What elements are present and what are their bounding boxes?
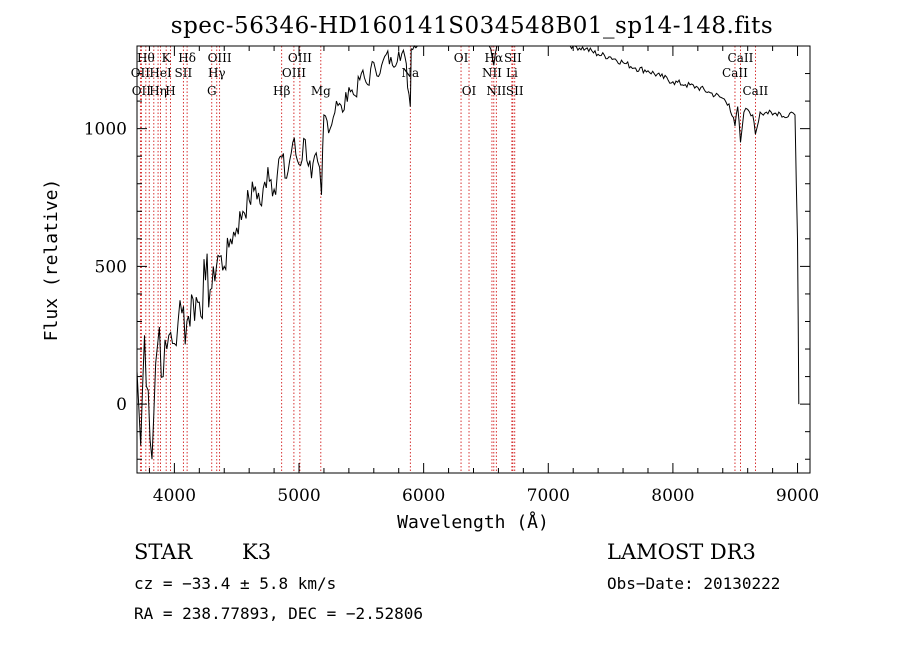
spectral-line-labels: OIIOIIHθHηHeIKHSIIHδGHγOIIIHβOIIIOIIIMgN… [131, 51, 769, 98]
line-label: Hα [485, 51, 504, 65]
redshift-velocity: cz = −33.4 ± 5.8 km/s [134, 574, 336, 593]
y-axis-label: Flux (relative) [41, 179, 62, 342]
line-label: OII [131, 66, 151, 80]
x-axis-label: Wavelength (Å) [397, 511, 549, 533]
object-subclass: K3 [242, 540, 271, 564]
line-label: CaII [722, 66, 748, 80]
plot-frame [136, 45, 811, 474]
y-tick-label: 1000 [84, 120, 127, 140]
line-label: CaII [728, 51, 754, 65]
line-label: NII [482, 66, 502, 80]
coordinates: RA = 238.77893, DEC = −2.52806 [134, 604, 423, 623]
x-tick-label: 7000 [527, 486, 570, 506]
x-tick-label: 4000 [153, 486, 196, 506]
line-label: SII [504, 51, 522, 65]
line-label: G [207, 84, 217, 98]
line-label: Na [401, 66, 419, 80]
line-label: SII [175, 66, 193, 80]
y-tick-label: 0 [116, 395, 127, 415]
y-tick-label: 500 [95, 257, 127, 277]
x-tick-label: 5000 [277, 486, 320, 506]
survey-name: LAMOST DR3 [607, 540, 756, 564]
spectrum-series-line [136, 45, 800, 460]
line-label: OIII [282, 66, 306, 80]
x-tick-label: 8000 [651, 486, 694, 506]
line-label: NII [486, 84, 506, 98]
chart-title: spec-56346-HD160141S034548B01_sp14-148.f… [171, 13, 773, 39]
line-label: Hθ [137, 51, 155, 65]
line-label: Mg [311, 84, 331, 98]
observation-date: Obs−Date: 20130222 [607, 574, 780, 593]
spectral-line-markers [139, 46, 756, 473]
line-label: Hβ [273, 84, 290, 98]
line-label: OIII [288, 51, 312, 65]
y-axis-ticks: 0 500 1000 [84, 45, 810, 460]
line-label: OI [454, 51, 469, 65]
line-label: H [165, 84, 175, 98]
x-axis-ticks: 4000 5000 6000 7000 8000 9000 [148, 46, 819, 506]
line-label: K [162, 51, 172, 65]
object-class: STAR [134, 540, 193, 564]
line-label: OI [462, 84, 477, 98]
line-label: Li [506, 66, 518, 80]
line-label: CaII [742, 84, 768, 98]
line-label: Hη [149, 84, 167, 98]
line-label: OIII [208, 51, 232, 65]
x-tick-label: 9000 [776, 486, 819, 506]
line-label: SII [506, 84, 524, 98]
line-label: Hγ [208, 66, 226, 80]
x-tick-label: 6000 [402, 486, 445, 506]
line-label: HeI [149, 66, 172, 80]
line-label: Hδ [178, 51, 196, 65]
